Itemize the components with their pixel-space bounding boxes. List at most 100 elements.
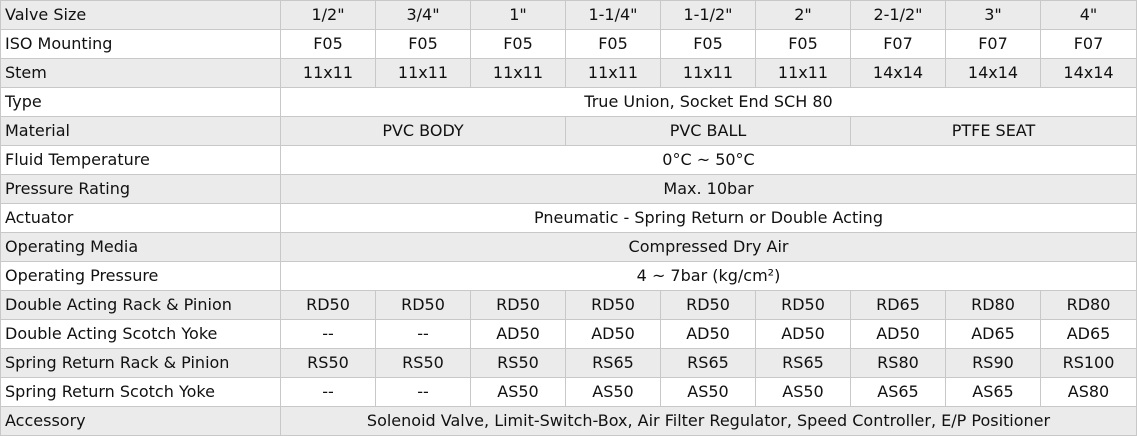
row-fluid-temperature: Fluid Temperature 0°C ~ 50°C [0,145,1137,175]
actuator-model-cell: RS50 [375,348,471,378]
iso-mounting-cell: F05 [375,29,471,59]
iso-mounting-cell: F05 [565,29,661,59]
actuator-model-cell: RS65 [755,348,851,378]
valve-size-cell: 2" [755,0,851,30]
row-operating-media: Operating Media Compressed Dry Air [0,232,1137,262]
stem-cell: 11x11 [280,58,376,88]
valve-size-cell: 4" [1040,0,1137,30]
row-label: Valve Size [0,0,281,30]
actuator-model-cell: -- [280,377,376,407]
row-label: Spring Return Scotch Yoke [0,377,281,407]
actuator-model-cell: AD65 [1040,319,1137,349]
stem-cell: 14x14 [1040,58,1137,88]
actuator-model-cell: -- [375,377,471,407]
row-double-acting-scotch-yoke: Double Acting Scotch Yoke -- -- AD50 AD5… [0,319,1137,349]
material-seat: PTFE SEAT [850,116,1137,146]
row-label: Double Acting Rack & Pinion [0,290,281,320]
row-operating-pressure: Operating Pressure 4 ~ 7bar (kg/cm²) [0,261,1137,291]
actuator-model-cell: RD80 [1040,290,1137,320]
operating-pressure-value: 4 ~ 7bar (kg/cm²) [280,261,1137,291]
actuator-model-cell: RD80 [945,290,1041,320]
row-spring-return-scotch-yoke: Spring Return Scotch Yoke -- -- AS50 AS5… [0,377,1137,407]
actuator-model-cell: RS80 [850,348,946,378]
stem-cell: 11x11 [375,58,471,88]
row-label: Double Acting Scotch Yoke [0,319,281,349]
row-stem: Stem 11x11 11x11 11x11 11x11 11x11 11x11… [0,58,1137,88]
row-actuator: Actuator Pneumatic - Spring Return or Do… [0,203,1137,233]
iso-mounting-cell: F05 [470,29,566,59]
actuator-model-cell: RD50 [660,290,756,320]
row-label: Stem [0,58,281,88]
actuator-model-cell: AS65 [945,377,1041,407]
actuator-model-cell: AS50 [470,377,566,407]
fluid-temperature-value: 0°C ~ 50°C [280,145,1137,175]
row-label: Operating Media [0,232,281,262]
valve-size-cell: 1-1/2" [660,0,756,30]
row-iso-mounting: ISO Mounting F05 F05 F05 F05 F05 F05 F07… [0,29,1137,59]
row-double-acting-rack-pinion: Double Acting Rack & Pinion RD50 RD50 RD… [0,290,1137,320]
row-label: Material [0,116,281,146]
stem-cell: 14x14 [945,58,1041,88]
row-type: Type True Union, Socket End SCH 80 [0,87,1137,117]
row-label: Operating Pressure [0,261,281,291]
actuator-model-cell: AS50 [755,377,851,407]
row-material: Material PVC BODY PVC BALL PTFE SEAT [0,116,1137,146]
actuator-model-cell: RD65 [850,290,946,320]
material-ball: PVC BALL [565,116,851,146]
row-label: Actuator [0,203,281,233]
row-label: ISO Mounting [0,29,281,59]
row-label: Type [0,87,281,117]
actuator-model-cell: AD50 [470,319,566,349]
row-label: Pressure Rating [0,174,281,204]
actuator-model-cell: RS65 [565,348,661,378]
actuator-model-cell: AD50 [565,319,661,349]
row-label: Spring Return Rack & Pinion [0,348,281,378]
type-value: True Union, Socket End SCH 80 [280,87,1137,117]
row-accessory: Accessory Solenoid Valve, Limit-Switch-B… [0,406,1137,436]
actuator-model-cell: AS50 [660,377,756,407]
actuator-model-cell: AS50 [565,377,661,407]
row-valve-size: Valve Size 1/2" 3/4" 1" 1-1/4" 1-1/2" 2"… [0,0,1137,30]
valve-size-cell: 3" [945,0,1041,30]
actuator-model-cell: RD50 [755,290,851,320]
iso-mounting-cell: F07 [1040,29,1137,59]
iso-mounting-cell: F05 [660,29,756,59]
actuator-model-cell: RS100 [1040,348,1137,378]
actuator-model-cell: AD50 [660,319,756,349]
valve-size-cell: 1" [470,0,566,30]
actuator-model-cell: RD50 [470,290,566,320]
iso-mounting-cell: F07 [945,29,1041,59]
actuator-value: Pneumatic - Spring Return or Double Acti… [280,203,1137,233]
actuator-model-cell: AD50 [850,319,946,349]
row-label: Fluid Temperature [0,145,281,175]
actuator-model-cell: AD50 [755,319,851,349]
iso-mounting-cell: F05 [280,29,376,59]
material-body: PVC BODY [280,116,566,146]
actuator-model-cell: RD50 [280,290,376,320]
actuator-model-cell: -- [280,319,376,349]
actuator-model-cell: RS50 [280,348,376,378]
row-pressure-rating: Pressure Rating Max. 10bar [0,174,1137,204]
stem-cell: 11x11 [565,58,661,88]
valve-size-cell: 2-1/2" [850,0,946,30]
stem-cell: 11x11 [755,58,851,88]
actuator-model-cell: RD50 [565,290,661,320]
actuator-model-cell: RS90 [945,348,1041,378]
valve-size-cell: 3/4" [375,0,471,30]
actuator-model-cell: -- [375,319,471,349]
stem-cell: 14x14 [850,58,946,88]
actuator-model-cell: AS65 [850,377,946,407]
iso-mounting-cell: F05 [755,29,851,59]
row-label: Accessory [0,406,281,436]
row-spring-return-rack-pinion: Spring Return Rack & Pinion RS50 RS50 RS… [0,348,1137,378]
accessory-value: Solenoid Valve, Limit-Switch-Box, Air Fi… [280,406,1137,436]
iso-mounting-cell: F07 [850,29,946,59]
pressure-rating-value: Max. 10bar [280,174,1137,204]
operating-media-value: Compressed Dry Air [280,232,1137,262]
actuator-model-cell: RS65 [660,348,756,378]
actuator-model-cell: AD65 [945,319,1041,349]
valve-size-cell: 1/2" [280,0,376,30]
actuator-model-cell: AS80 [1040,377,1137,407]
stem-cell: 11x11 [660,58,756,88]
